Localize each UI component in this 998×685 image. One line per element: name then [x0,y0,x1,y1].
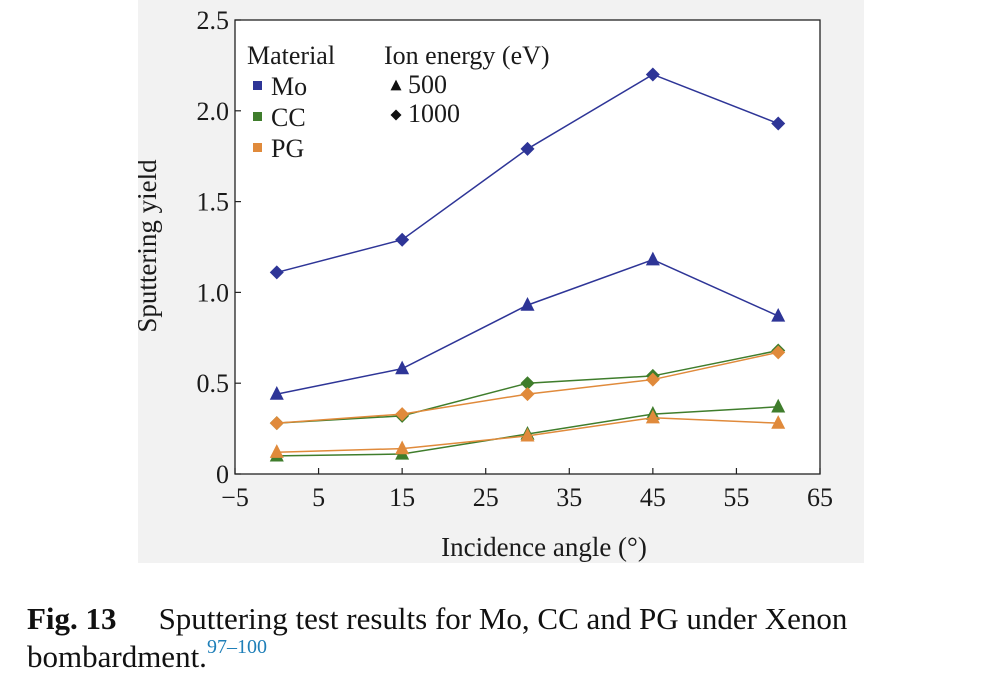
chart-svg: −5 5 15 25 35 45 55 65 0 0.5 1.0 1.5 2.0 2.5 Material… [138,6,834,562]
plot-frame [234,19,821,475]
data-point-pg-500 [645,409,660,424]
legend-label-1000: 1000 [408,99,460,128]
data-point-pg-1000 [771,345,786,360]
x-tick-label: 25 [473,483,499,512]
x-tick-label: 35 [556,483,582,512]
x-tick-label: 15 [389,483,415,512]
series-lines [269,67,786,462]
data-point-mo-1000 [771,116,786,131]
legend-swatch-mo [253,81,262,90]
figure-caption: Fig. 13 Sputtering test results for Mo, C… [27,600,977,676]
data-point-mo-1000 [269,265,284,280]
legend-label-mo: Mo [271,72,307,101]
legend-swatch-pg [253,143,262,152]
caption-references[interactable]: 97–100 [206,636,267,658]
data-point-pg-500 [395,440,410,455]
data-point-pg-1000 [520,387,535,402]
y-tick-label: 0 [216,460,229,489]
data-point-pg-500 [269,444,284,458]
axis-ticks: −5 5 15 25 35 45 55 65 0 0.5 1.0 1.5 2.0 2.5 [197,6,834,512]
legend-marker-1000 [390,109,402,121]
data-point-cc-1000 [520,376,535,391]
data-point-pg-1000 [645,372,660,387]
y-tick-label: 0.5 [197,369,230,398]
legend-swatch-cc [253,112,262,121]
x-tick-label: 5 [312,483,325,512]
plot-area [234,19,821,475]
y-tick-label: 2.5 [197,6,230,35]
data-point-pg-500 [520,427,535,442]
legend-label-cc: CC [271,103,306,132]
x-tick-label: 55 [723,483,749,512]
x-tick-label: 65 [807,483,833,512]
series-pg-1000 [269,345,786,431]
legend-label-pg: PG [271,134,304,163]
y-tick-label: 1.0 [197,278,230,307]
legend-energy-title: Ion energy (eV) [384,41,550,70]
data-point-mo-500 [771,307,786,322]
legend-marker-500 [390,79,402,91]
data-point-pg-500 [771,415,786,429]
y-tick-label: 1.5 [197,188,230,217]
data-point-mo-500 [269,386,284,400]
data-point-mo-1000 [645,67,660,82]
data-point-mo-500 [395,360,410,375]
chart-panel: −5 5 15 25 35 45 55 65 0 0.5 1.0 1.5 2.0 2.5 Material… [138,0,864,563]
x-tick-label: −5 [221,483,249,512]
x-tick-label: 45 [640,483,666,512]
data-point-pg-1000 [269,416,284,431]
series-pg-500 [269,409,786,458]
x-axis-label: Incidence angle (°) [441,532,647,562]
data-point-mo-500 [645,251,660,266]
series-mo-500 [269,251,786,400]
y-axis-label: Sputtering yield [138,159,162,333]
legend-material-title: Material [247,41,335,70]
caption-label: Fig. 13 [27,601,117,636]
data-point-mo-500 [520,297,535,311]
y-tick-label: 2.0 [197,97,230,126]
data-point-cc-500 [771,398,786,413]
data-point-pg-1000 [395,407,410,422]
data-point-mo-1000 [520,141,535,156]
legend-label-500: 500 [408,70,447,99]
data-point-mo-1000 [395,232,410,247]
caption-text: Sputtering test results for Mo, CC and P… [27,601,848,674]
series-mo-1000 [269,67,786,280]
